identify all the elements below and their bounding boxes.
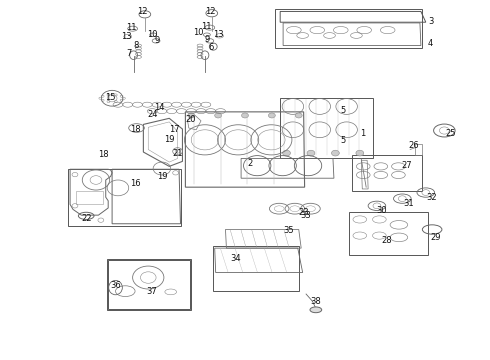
Text: 18: 18 [98, 150, 109, 159]
Text: 19: 19 [157, 172, 167, 181]
Text: 1: 1 [360, 129, 365, 138]
Text: 32: 32 [426, 193, 437, 202]
Text: 3: 3 [428, 17, 433, 26]
Text: 5: 5 [340, 105, 345, 114]
Circle shape [307, 150, 315, 156]
Text: 7: 7 [126, 49, 131, 58]
Text: 13: 13 [122, 32, 132, 41]
Text: 5: 5 [340, 136, 345, 145]
Text: 9: 9 [205, 35, 210, 44]
Text: 13: 13 [213, 30, 223, 39]
Text: 25: 25 [445, 129, 456, 138]
Text: 29: 29 [430, 233, 441, 242]
Text: 38: 38 [311, 297, 321, 306]
Text: 11: 11 [201, 22, 211, 31]
Text: 28: 28 [381, 237, 392, 246]
Text: 8: 8 [133, 41, 139, 50]
Text: 19: 19 [164, 135, 174, 144]
Text: 27: 27 [401, 161, 412, 170]
Ellipse shape [310, 307, 322, 313]
Circle shape [331, 150, 339, 156]
Circle shape [215, 113, 221, 118]
Text: 33: 33 [301, 211, 312, 220]
Text: 36: 36 [110, 281, 121, 290]
Text: 9: 9 [154, 36, 160, 45]
Circle shape [356, 150, 364, 156]
Text: 35: 35 [284, 226, 294, 235]
Text: 31: 31 [403, 199, 414, 208]
Circle shape [242, 113, 248, 118]
Text: 24: 24 [147, 110, 157, 119]
Bar [348, 212, 428, 255]
Text: 22: 22 [81, 214, 92, 223]
Text: 26: 26 [408, 141, 419, 150]
Bar [352, 155, 422, 191]
Text: 14: 14 [154, 103, 165, 112]
Bar [68, 168, 180, 226]
Text: 34: 34 [230, 255, 241, 264]
Text: 11: 11 [126, 23, 137, 32]
Text: 21: 21 [172, 149, 183, 158]
Circle shape [188, 113, 195, 118]
Text: 4: 4 [428, 39, 433, 48]
Text: 10: 10 [147, 30, 157, 39]
Text: 16: 16 [130, 179, 140, 188]
Text: 6: 6 [208, 43, 214, 52]
Bar [107, 259, 191, 310]
Text: 18: 18 [130, 125, 140, 134]
Circle shape [269, 113, 275, 118]
Text: 37: 37 [147, 287, 158, 296]
Text: 30: 30 [376, 206, 387, 215]
Bar [76, 191, 103, 204]
Text: 20: 20 [185, 114, 196, 123]
Text: 2: 2 [247, 159, 252, 168]
Circle shape [283, 150, 291, 156]
Bar [275, 9, 422, 48]
Text: 15: 15 [105, 93, 116, 102]
Bar [280, 98, 373, 158]
Text: 12: 12 [137, 7, 147, 16]
Circle shape [295, 113, 302, 118]
Text: 10: 10 [194, 28, 204, 37]
Text: 12: 12 [205, 7, 216, 16]
Text: 17: 17 [169, 125, 179, 134]
Bar [213, 246, 299, 291]
Text: 23: 23 [298, 208, 309, 217]
